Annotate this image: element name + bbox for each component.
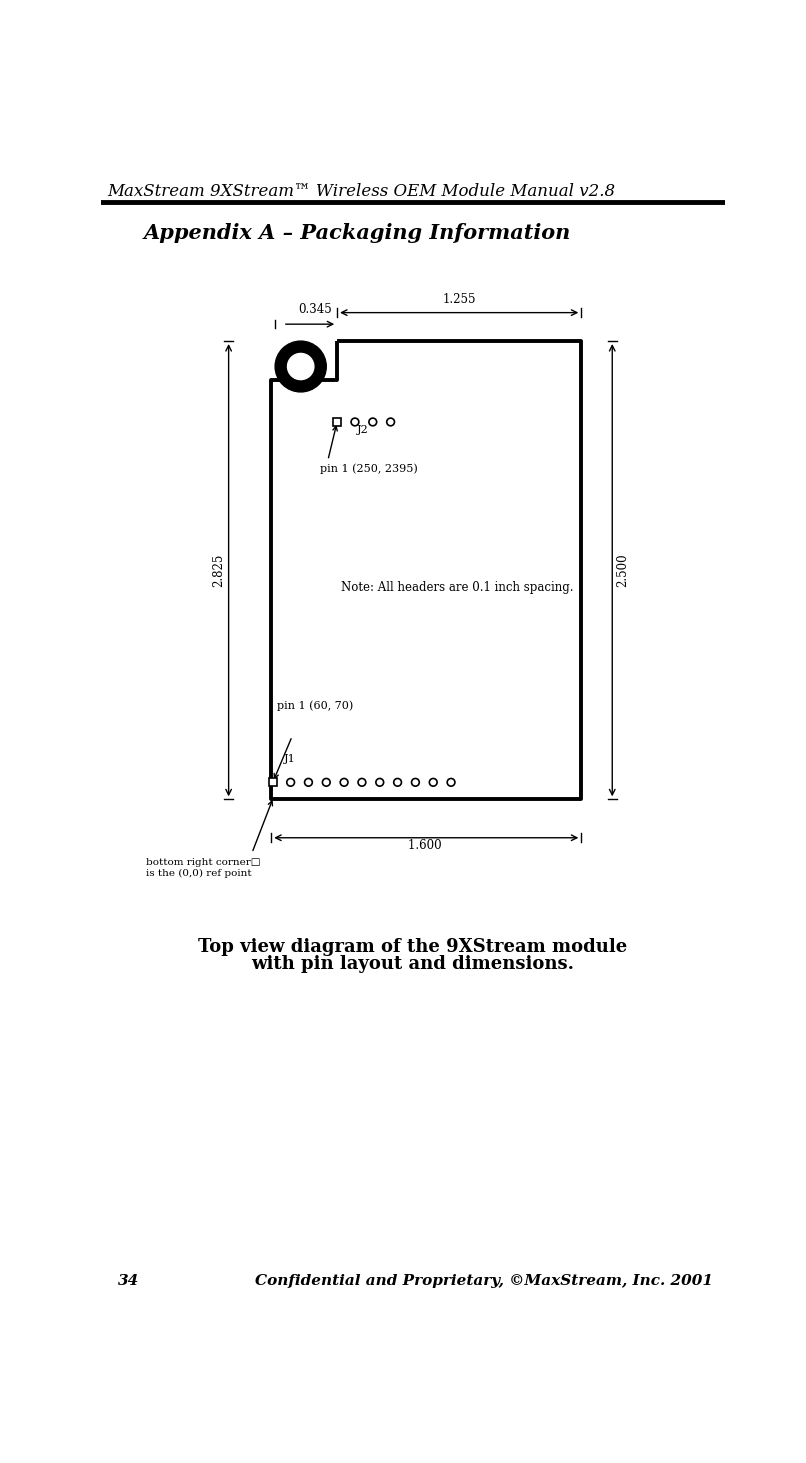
Circle shape xyxy=(430,778,437,786)
Text: 1.255: 1.255 xyxy=(442,293,476,306)
Text: Appendix A – Packaging Information: Appendix A – Packaging Information xyxy=(143,224,571,243)
Circle shape xyxy=(351,418,359,426)
Text: 2.500: 2.500 xyxy=(617,553,629,587)
Text: Note: All headers are 0.1 inch spacing.: Note: All headers are 0.1 inch spacing. xyxy=(341,581,574,594)
Text: 34: 34 xyxy=(118,1274,139,1289)
Text: is the (0,0) ref point: is the (0,0) ref point xyxy=(146,869,251,878)
Circle shape xyxy=(322,778,330,786)
Circle shape xyxy=(358,778,366,786)
Text: J1: J1 xyxy=(284,755,296,764)
Text: 1.600: 1.600 xyxy=(408,838,445,851)
Text: MaxStream 9XStream™ Wireless OEM Module Manual v2.8: MaxStream 9XStream™ Wireless OEM Module … xyxy=(107,183,615,200)
Circle shape xyxy=(275,341,326,392)
Circle shape xyxy=(369,418,376,426)
Text: with pin layout and dimensions.: with pin layout and dimensions. xyxy=(251,955,575,973)
Text: pin 1 (250, 2395): pin 1 (250, 2395) xyxy=(320,464,418,474)
Bar xyxy=(333,418,341,426)
Circle shape xyxy=(287,778,294,786)
Text: bottom right corner□: bottom right corner□ xyxy=(146,857,260,866)
Text: 2.825: 2.825 xyxy=(212,553,225,587)
Text: pin 1 (60, 70): pin 1 (60, 70) xyxy=(276,701,353,711)
Circle shape xyxy=(340,778,348,786)
Text: J2: J2 xyxy=(357,424,369,435)
Text: Top view diagram of the 9XStream module: Top view diagram of the 9XStream module xyxy=(198,938,628,955)
Circle shape xyxy=(387,418,394,426)
Circle shape xyxy=(447,778,455,786)
Circle shape xyxy=(376,778,384,786)
Text: Confidential and Proprietary, ©MaxStream, Inc. 2001: Confidential and Proprietary, ©MaxStream… xyxy=(255,1274,713,1289)
Circle shape xyxy=(305,778,313,786)
Circle shape xyxy=(288,354,314,379)
Circle shape xyxy=(412,778,419,786)
Text: 0.345: 0.345 xyxy=(298,303,332,316)
Bar xyxy=(269,778,276,786)
Circle shape xyxy=(393,778,401,786)
